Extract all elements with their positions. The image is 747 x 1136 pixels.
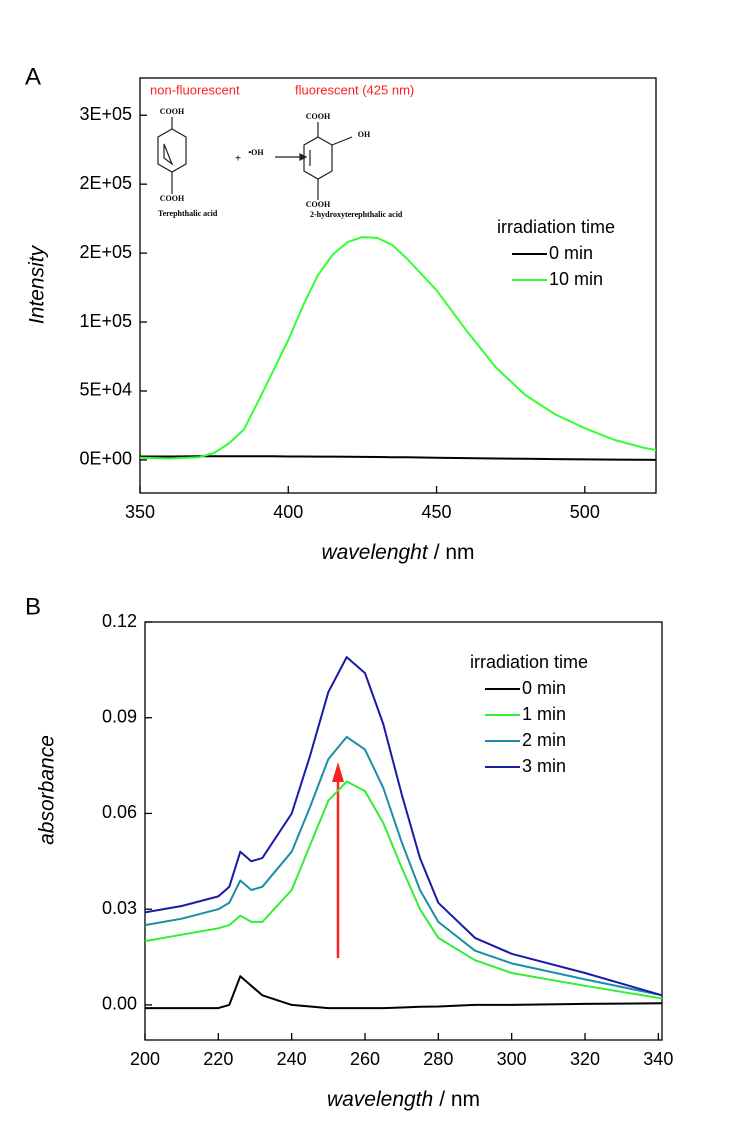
scheme-label: COOH	[306, 112, 331, 121]
legend-label: 3 min	[522, 756, 566, 776]
legend-label: 0 min	[549, 243, 593, 263]
scheme-label: OH	[358, 130, 371, 139]
series-line	[140, 455, 657, 461]
y-tick-label: 5E+04	[79, 380, 132, 400]
x-tick-label: 400	[273, 502, 303, 522]
scheme-label: +	[235, 153, 241, 165]
x-axis-label-name: wavelength	[327, 1088, 433, 1111]
y-tick-label: 2E+05	[79, 242, 132, 262]
legend-label: 2 min	[522, 730, 566, 750]
x-tick-label: 500	[570, 502, 600, 522]
panel-label: B	[25, 593, 41, 620]
y-tick-label: 3E+05	[79, 104, 132, 124]
y-tick-label: 2E+05	[79, 173, 132, 193]
series-line	[144, 735, 663, 997]
scheme-label: Terephthalic acid	[158, 209, 218, 218]
annotation: non-fluorescent	[150, 82, 240, 97]
x-tick-label: 300	[497, 1049, 527, 1069]
y-tick-label: 0.09	[102, 706, 137, 726]
series-line	[139, 236, 657, 460]
y-tick-label: 1E+05	[79, 311, 132, 331]
plot-frame	[144, 621, 663, 1041]
y-axis-label: absorbance	[36, 735, 59, 845]
x-tick-label: 220	[203, 1049, 233, 1069]
scheme-label: 2-hydroxyterephthalic acid	[310, 210, 403, 219]
legend-title: irradiation time	[470, 652, 588, 672]
x-axis-label-unit: / nm	[439, 1088, 480, 1111]
panel-label: A	[25, 63, 41, 90]
arrow	[332, 762, 344, 958]
y-axis-label: Intensity	[26, 244, 49, 324]
scheme-drawing	[157, 117, 353, 200]
x-tick-label: 200	[130, 1049, 160, 1069]
series-line	[144, 780, 663, 1000]
legend-label: 1 min	[522, 704, 566, 724]
legend-label: 10 min	[549, 269, 603, 289]
annotation: fluorescent (425 nm)	[295, 82, 414, 97]
x-tick-label: 240	[277, 1049, 307, 1069]
y-tick-label: 0.12	[102, 611, 137, 631]
scheme-label: COOH	[306, 200, 331, 209]
legend-title: irradiation time	[497, 217, 615, 237]
y-tick-label: 0.00	[102, 994, 137, 1014]
series-line	[144, 656, 663, 997]
x-tick-label: 280	[423, 1049, 453, 1069]
x-tick-label: 320	[570, 1049, 600, 1069]
scheme-label: •OH	[248, 148, 264, 157]
x-axis-label: wavelenght / nm	[321, 541, 474, 564]
x-axis-label-name: wavelenght	[321, 541, 428, 564]
x-tick-label: 260	[350, 1049, 380, 1069]
x-axis-label: wavelength / nm	[327, 1088, 480, 1111]
y-tick-label: 0.06	[102, 802, 137, 822]
y-tick-label: 0.03	[102, 898, 137, 918]
y-tick-label: 0E+00	[79, 449, 132, 469]
legend-label: 0 min	[522, 678, 566, 698]
plot-frame	[139, 77, 657, 494]
x-tick-label: 340	[643, 1049, 673, 1069]
scheme-label: COOH	[160, 107, 185, 116]
x-tick-label: 450	[422, 502, 452, 522]
x-tick-label: 350	[125, 502, 155, 522]
series-line	[145, 975, 663, 1010]
scheme-label: COOH	[160, 194, 185, 203]
x-axis-label-unit: / nm	[434, 541, 475, 564]
